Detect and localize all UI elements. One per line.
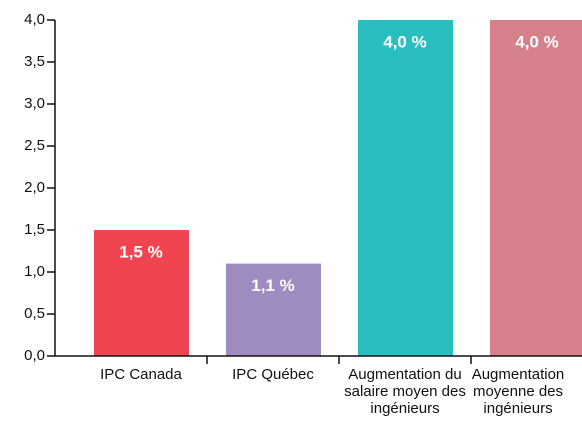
y-tick-label: 0,0 [24, 347, 45, 364]
y-tick-label: 0,5 [24, 305, 45, 322]
y-tick-label: 1,0 [24, 263, 45, 280]
x-tick-label: IPC Canada [100, 366, 182, 383]
value-label: 4,0 % [515, 32, 558, 51]
bar [490, 20, 582, 356]
y-tick-label: 3,5 [24, 53, 45, 70]
bar [226, 263, 321, 356]
value-label: 4,0 % [383, 32, 426, 51]
y-tick-label: 3,0 [24, 95, 45, 112]
bar [358, 20, 453, 356]
value-label: 1,1 % [251, 276, 294, 295]
y-tick-label: 4,0 [24, 11, 45, 28]
x-tick-label: Augmentation du salaire moyen des ingéni… [344, 366, 466, 417]
y-tick-label: 2,0 [24, 179, 45, 196]
bar [94, 230, 189, 356]
y-tick-label: 1,5 [24, 221, 45, 238]
x-tick-label: Augmentation moyenne des ingénieurs [471, 366, 565, 417]
y-tick-label: 2,5 [24, 137, 45, 154]
value-label: 1,5 % [119, 242, 162, 261]
x-tick-label: IPC Québec [232, 366, 314, 383]
